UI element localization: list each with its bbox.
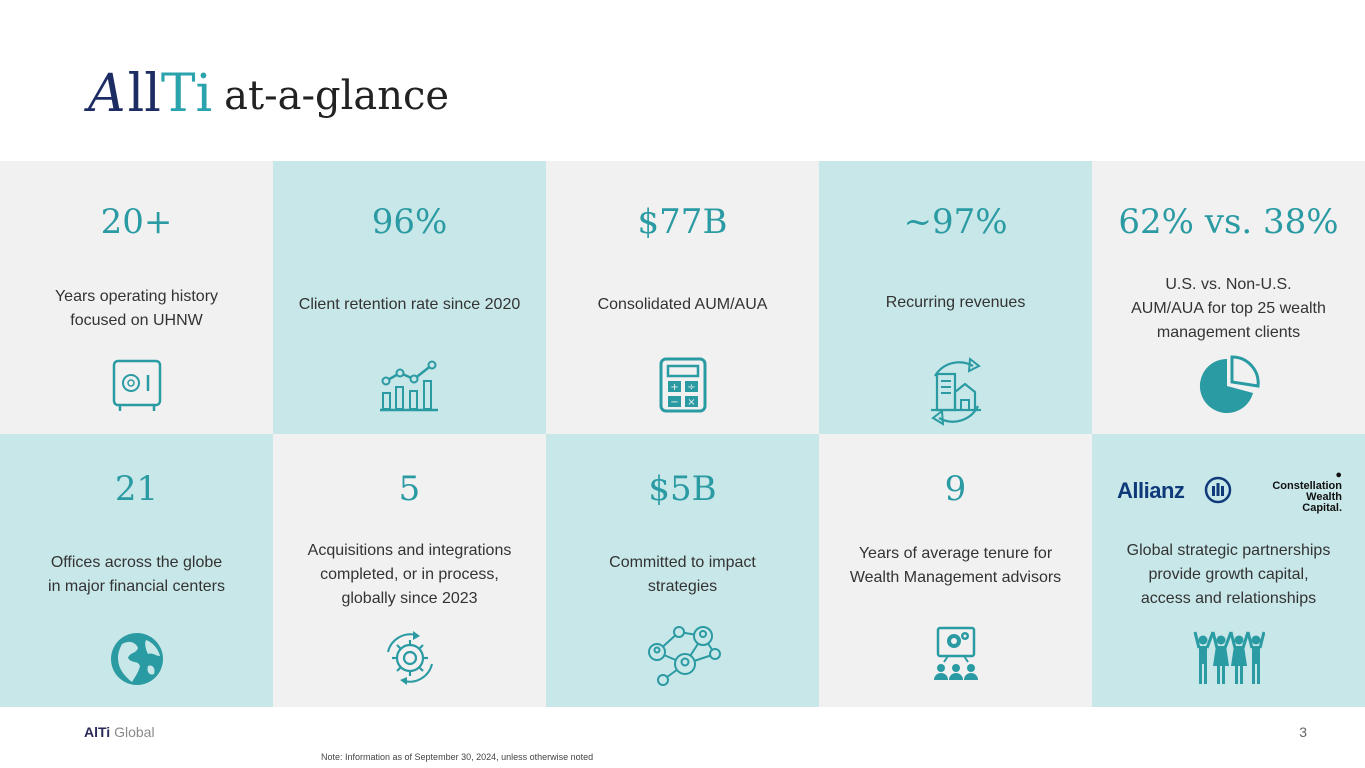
svg-text:÷: ÷ <box>687 382 695 393</box>
gear-cycle-icon <box>386 631 433 685</box>
stat-description: Years of average tenure for Wealth Manage… <box>849 545 1062 586</box>
stat-description: Committed to impact strategies <box>609 554 756 595</box>
page-title: A ll Ti at-a-glance <box>88 60 449 120</box>
footnote: Note: Information as of September 30, 20… <box>321 752 594 762</box>
logo-letter-a: A <box>88 64 126 124</box>
stat-value: ~97% <box>903 202 1008 242</box>
stat-description: Consolidated AUM/AUA <box>597 296 768 313</box>
stat-description: Recurring revenues <box>885 294 1026 311</box>
pie-chart-icon <box>1199 355 1260 413</box>
stat-description: Global strategic partnerships provide gro… <box>1126 542 1331 607</box>
tile-offices: 21 Offices across the globe in major fina… <box>0 434 273 707</box>
stat-description: Acquisitions and integrations completed, … <box>307 542 512 607</box>
allianz-emblem-icon <box>1204 476 1232 504</box>
tile-retention: 96% Client retention rate since 2020 <box>273 161 546 434</box>
stat-value: 96% <box>371 202 448 242</box>
stat-value: 9 <box>944 469 967 509</box>
footer-brand: AlTi Global <box>84 724 155 740</box>
allianz-logo: Allianz <box>1117 478 1185 503</box>
page-subtitle: at-a-glance <box>224 73 450 119</box>
stat-value: 20+ <box>100 202 173 242</box>
page-number: 3 <box>1299 724 1307 740</box>
tile-acquisitions: 5 Acquisitions and integrations completed… <box>273 434 546 707</box>
svg-text:×: × <box>687 397 695 408</box>
presentation-team-icon <box>933 626 978 680</box>
growth-chart-icon <box>379 360 438 412</box>
stat-description: Years operating history focused on UHNW <box>54 288 219 329</box>
stat-value: 62% vs. 38% <box>1118 202 1339 242</box>
globe-icon <box>110 633 163 685</box>
calculator-icon: + ÷ − × <box>659 357 706 413</box>
logo-letters-ti: Ti <box>160 64 213 124</box>
constellation-logo: ● Constellation Wealth Capital. <box>1272 469 1342 514</box>
stat-value: 5 <box>398 469 421 509</box>
stat-value: $5B <box>648 469 717 509</box>
stat-value: $77B <box>637 202 728 242</box>
network-people-icon <box>647 626 721 686</box>
svg-text:+: + <box>670 382 678 393</box>
stat-description: U.S. vs. Non-U.S. AUM/AUA for top 25 weal… <box>1131 276 1326 341</box>
stats-grid: 20+ Years operating history focused on UH… <box>0 161 1365 707</box>
tile-us-split: 62% vs. 38% U.S. vs. Non-U.S. AUM/AUA for… <box>1092 161 1365 434</box>
tile-history: 20+ Years operating history focused on UH… <box>0 161 273 434</box>
svg-text:−: − <box>670 397 678 408</box>
tile-impact: $5B Committed to impact strategies <box>546 434 819 707</box>
stat-description: Client retention rate since 2020 <box>298 296 521 313</box>
stat-value: 21 <box>114 469 159 509</box>
safe-icon <box>112 359 161 411</box>
tile-tenure: 9 Years of average tenure for Wealth Mana… <box>819 434 1092 707</box>
team-celebration-icon <box>1193 631 1265 684</box>
logo-letters-ll: ll <box>127 64 161 124</box>
tile-recurring: ~97% Recurring revenues <box>819 161 1092 434</box>
tile-aum: $77B Consolidated AUM/AUA + ÷ − × <box>546 161 819 434</box>
tile-partnerships: Allianz ● Constellation Wealth Capital. … <box>1092 434 1365 707</box>
stat-description: Offices across the globe in major financi… <box>48 554 225 595</box>
recurring-buildings-icon <box>930 357 981 426</box>
partner-logos: Allianz ● Constellation Wealth Capital. <box>1092 470 1365 514</box>
